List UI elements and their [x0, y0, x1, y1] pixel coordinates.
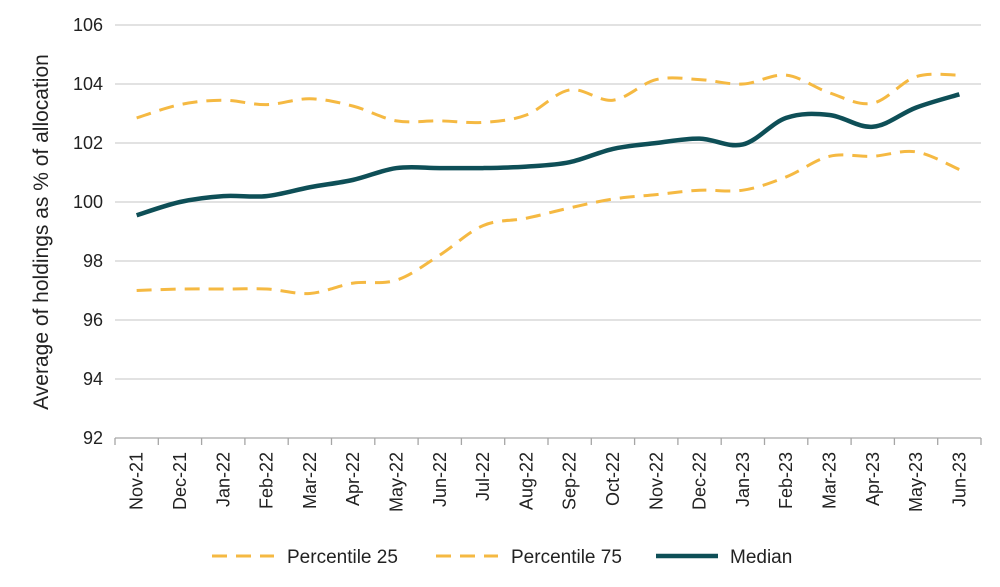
- x-tick-label: Jul-22: [473, 452, 493, 501]
- y-tick-label: 102: [73, 133, 103, 153]
- y-tick-label: 92: [83, 428, 103, 448]
- series-line-percentile-25: [136, 149, 960, 296]
- series-line-median: [135, 92, 961, 218]
- x-tick-label: Jan-23: [733, 452, 753, 507]
- x-tick-label: Feb-22: [257, 452, 277, 509]
- y-axis-title: Average of holdings as % of allocation: [30, 54, 53, 410]
- x-tick-label: May-23: [906, 452, 926, 512]
- x-tick-label: Jan-22: [213, 452, 233, 507]
- x-tick-label: Mar-22: [300, 452, 320, 509]
- x-tick-label: Jun-23: [949, 452, 969, 507]
- x-tick-label: Feb-23: [776, 452, 796, 509]
- y-tick-label: 94: [83, 369, 103, 389]
- x-tick-label: May-22: [386, 452, 406, 512]
- x-tick-label: Jun-22: [430, 452, 450, 507]
- x-axis: [114, 437, 982, 445]
- y-tick-label: 96: [83, 310, 103, 330]
- series-lines: [135, 72, 961, 296]
- x-tick-label: Nov-21: [127, 452, 147, 510]
- legend-label: Percentile 75: [511, 547, 622, 568]
- legend-label: Median: [730, 547, 792, 568]
- y-axis-ticks: 92 94 96 98 100 102 104 106: [73, 15, 103, 448]
- y-tick-label: 100: [73, 192, 103, 212]
- legend-label: Percentile 25: [287, 547, 398, 568]
- x-tick-label: Sep-22: [560, 452, 580, 510]
- x-tick-label: Nov-22: [646, 452, 666, 510]
- series-line-percentile-75: [136, 72, 960, 125]
- y-tick-label: 106: [73, 15, 103, 35]
- x-tick-label: Dec-22: [690, 452, 710, 510]
- x-tick-label: Dec-21: [170, 452, 190, 510]
- y-tick-label: 98: [83, 251, 103, 271]
- y-tick-label: 104: [73, 74, 103, 94]
- x-tick-label: Mar-23: [819, 452, 839, 509]
- gridlines: [115, 24, 981, 380]
- x-tick-label: Apr-22: [343, 452, 363, 506]
- legend: Percentile 25 Percentile 75 Median: [212, 547, 792, 568]
- x-tick-label: Apr-23: [863, 452, 883, 506]
- x-axis-ticks: Nov-21 Dec-21 Jan-22 Feb-22 Mar-22 Apr-22 May-…: [127, 452, 970, 512]
- x-tick-label: Oct-22: [603, 452, 623, 506]
- x-tick-label: Aug-22: [516, 452, 536, 510]
